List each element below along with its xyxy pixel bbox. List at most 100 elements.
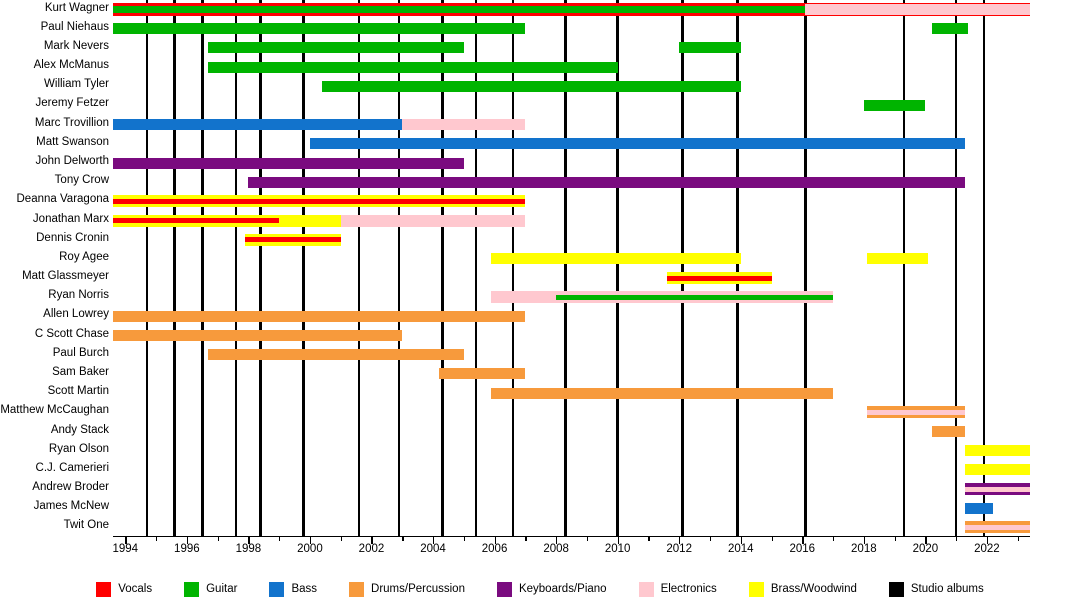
x-axis-tick-major	[248, 537, 250, 544]
row-label: John Delworth	[35, 155, 109, 168]
x-axis-tick-label: 2020	[912, 543, 939, 555]
timeline-bar	[805, 4, 1030, 16]
studio-album-line	[440, 0, 444, 537]
row-label: Marc Trovillion	[34, 116, 109, 129]
timeline-bar	[965, 464, 1030, 476]
timeline-bar	[113, 218, 280, 224]
x-axis-tick-major	[925, 537, 927, 544]
x-axis-tick-major	[556, 537, 558, 544]
x-axis-tick-minor	[156, 537, 158, 541]
x-axis-tick-label: 2022	[974, 543, 1000, 555]
row-label: William Tyler	[44, 78, 109, 91]
legend-item: Brass/Woodwind	[748, 581, 857, 597]
x-axis-tick-label: 2014	[727, 543, 754, 555]
timeline-bar	[931, 426, 966, 438]
legend-swatch-icon	[184, 581, 200, 597]
x-axis-tick-label: 2010	[604, 543, 631, 555]
row-label: James McNew	[33, 500, 109, 513]
studio-album-line	[954, 0, 958, 537]
timeline-bar	[245, 237, 341, 243]
row-label: Andrew Broder	[32, 481, 109, 494]
x-axis-tick-minor	[894, 537, 896, 541]
studio-album-line	[511, 0, 515, 537]
x-axis-tick-minor	[402, 537, 404, 541]
studio-album-line	[680, 0, 684, 537]
legend-item: Keyboards/Piano	[496, 581, 607, 597]
legend-swatch-icon	[888, 581, 904, 597]
timeline-bar	[491, 387, 834, 399]
timeline-bar	[402, 119, 526, 131]
row-label-column: Kurt Wagner Paul Niehaus Mark Nevers Alex M…	[0, 0, 113, 537]
x-axis-tick-major	[802, 537, 804, 544]
row-label: Paul Burch	[52, 346, 109, 359]
studio-album-line	[145, 0, 149, 537]
legend-label: Brass/Woodwind	[770, 583, 857, 595]
timeline-bar	[208, 349, 464, 361]
row-label: Alex McManus	[33, 59, 109, 72]
row-label: Matt Swanson	[36, 135, 109, 148]
studio-album-line	[173, 0, 176, 537]
legend-item: Electronics	[638, 581, 717, 597]
legend-item: Studio albums	[888, 581, 984, 597]
x-axis-tick-major	[679, 537, 681, 544]
legend-label: Guitar	[206, 583, 238, 595]
legend-label: Electronics	[660, 583, 717, 595]
row-label: Andy Stack	[50, 423, 109, 436]
timeline-bar	[113, 157, 464, 169]
x-axis-tick-minor	[833, 537, 835, 541]
legend-swatch-icon	[638, 581, 654, 597]
timeline-bar	[965, 524, 1030, 530]
studio-album-line	[564, 0, 567, 537]
row-label: Scott Martin	[47, 385, 109, 398]
timeline-bar	[309, 138, 966, 150]
x-axis-tick-minor	[771, 537, 773, 541]
row-label: Twit One	[63, 519, 109, 532]
x-axis-tick-label: 2016	[789, 543, 816, 555]
x-axis-tick-major	[617, 537, 619, 544]
x-axis-tick-major	[433, 537, 435, 544]
row-label: C Scott Chase	[34, 327, 109, 340]
x-axis-tick-label: 1996	[174, 543, 200, 555]
timeline-bar	[113, 198, 526, 204]
legend-swatch-icon	[349, 581, 365, 597]
x-axis-tick-major	[186, 537, 189, 544]
timeline-bar	[113, 310, 526, 322]
timeline-bar	[666, 275, 772, 281]
legend-swatch-icon	[269, 581, 285, 597]
x-axis-tick-label: 2000	[297, 543, 323, 555]
row-label: Ryan Olson	[48, 442, 109, 455]
timeline-bar	[439, 368, 526, 380]
legend-item: Vocals	[96, 581, 152, 597]
studio-album-line	[804, 0, 807, 537]
studio-album-line	[397, 0, 401, 537]
timeline-bar	[866, 409, 966, 415]
studio-album-line	[302, 0, 306, 537]
x-axis-tick-label: 1994	[112, 543, 139, 555]
legend-label: Drums/Percussion	[371, 583, 465, 595]
legend-label: Keyboards/Piano	[518, 583, 607, 595]
timeline-bar	[679, 42, 741, 54]
x-axis-tick-minor	[1017, 537, 1019, 541]
studio-album-line	[902, 0, 906, 537]
timeline-bar	[556, 294, 834, 300]
row-label: C.J. Camerieri	[35, 461, 109, 474]
timeline-bar	[965, 486, 1030, 492]
x-axis-tick-label: 2004	[420, 543, 446, 555]
row-label: Sam Baker	[52, 365, 109, 378]
legend: Vocals Guitar Bass Drums/Percussion Keyboard…	[0, 578, 1080, 600]
timeline-bar	[208, 42, 464, 54]
timeline-bar	[113, 330, 403, 342]
timeline-bar	[208, 61, 618, 73]
row-label: Jeremy Fetzer	[35, 97, 110, 110]
legend-swatch-icon	[96, 581, 112, 597]
x-axis-tick-label: 2002	[358, 543, 385, 555]
studio-album-line	[259, 0, 262, 537]
row-label: Matt Glassmeyer	[22, 270, 109, 283]
timeline-bar	[322, 80, 741, 92]
x-axis-tick-minor	[956, 537, 958, 541]
row-label: Allen Lowrey	[43, 308, 109, 321]
legend-item: Guitar	[184, 581, 238, 597]
timeline-bar	[866, 253, 929, 265]
studio-album-line	[357, 0, 361, 537]
